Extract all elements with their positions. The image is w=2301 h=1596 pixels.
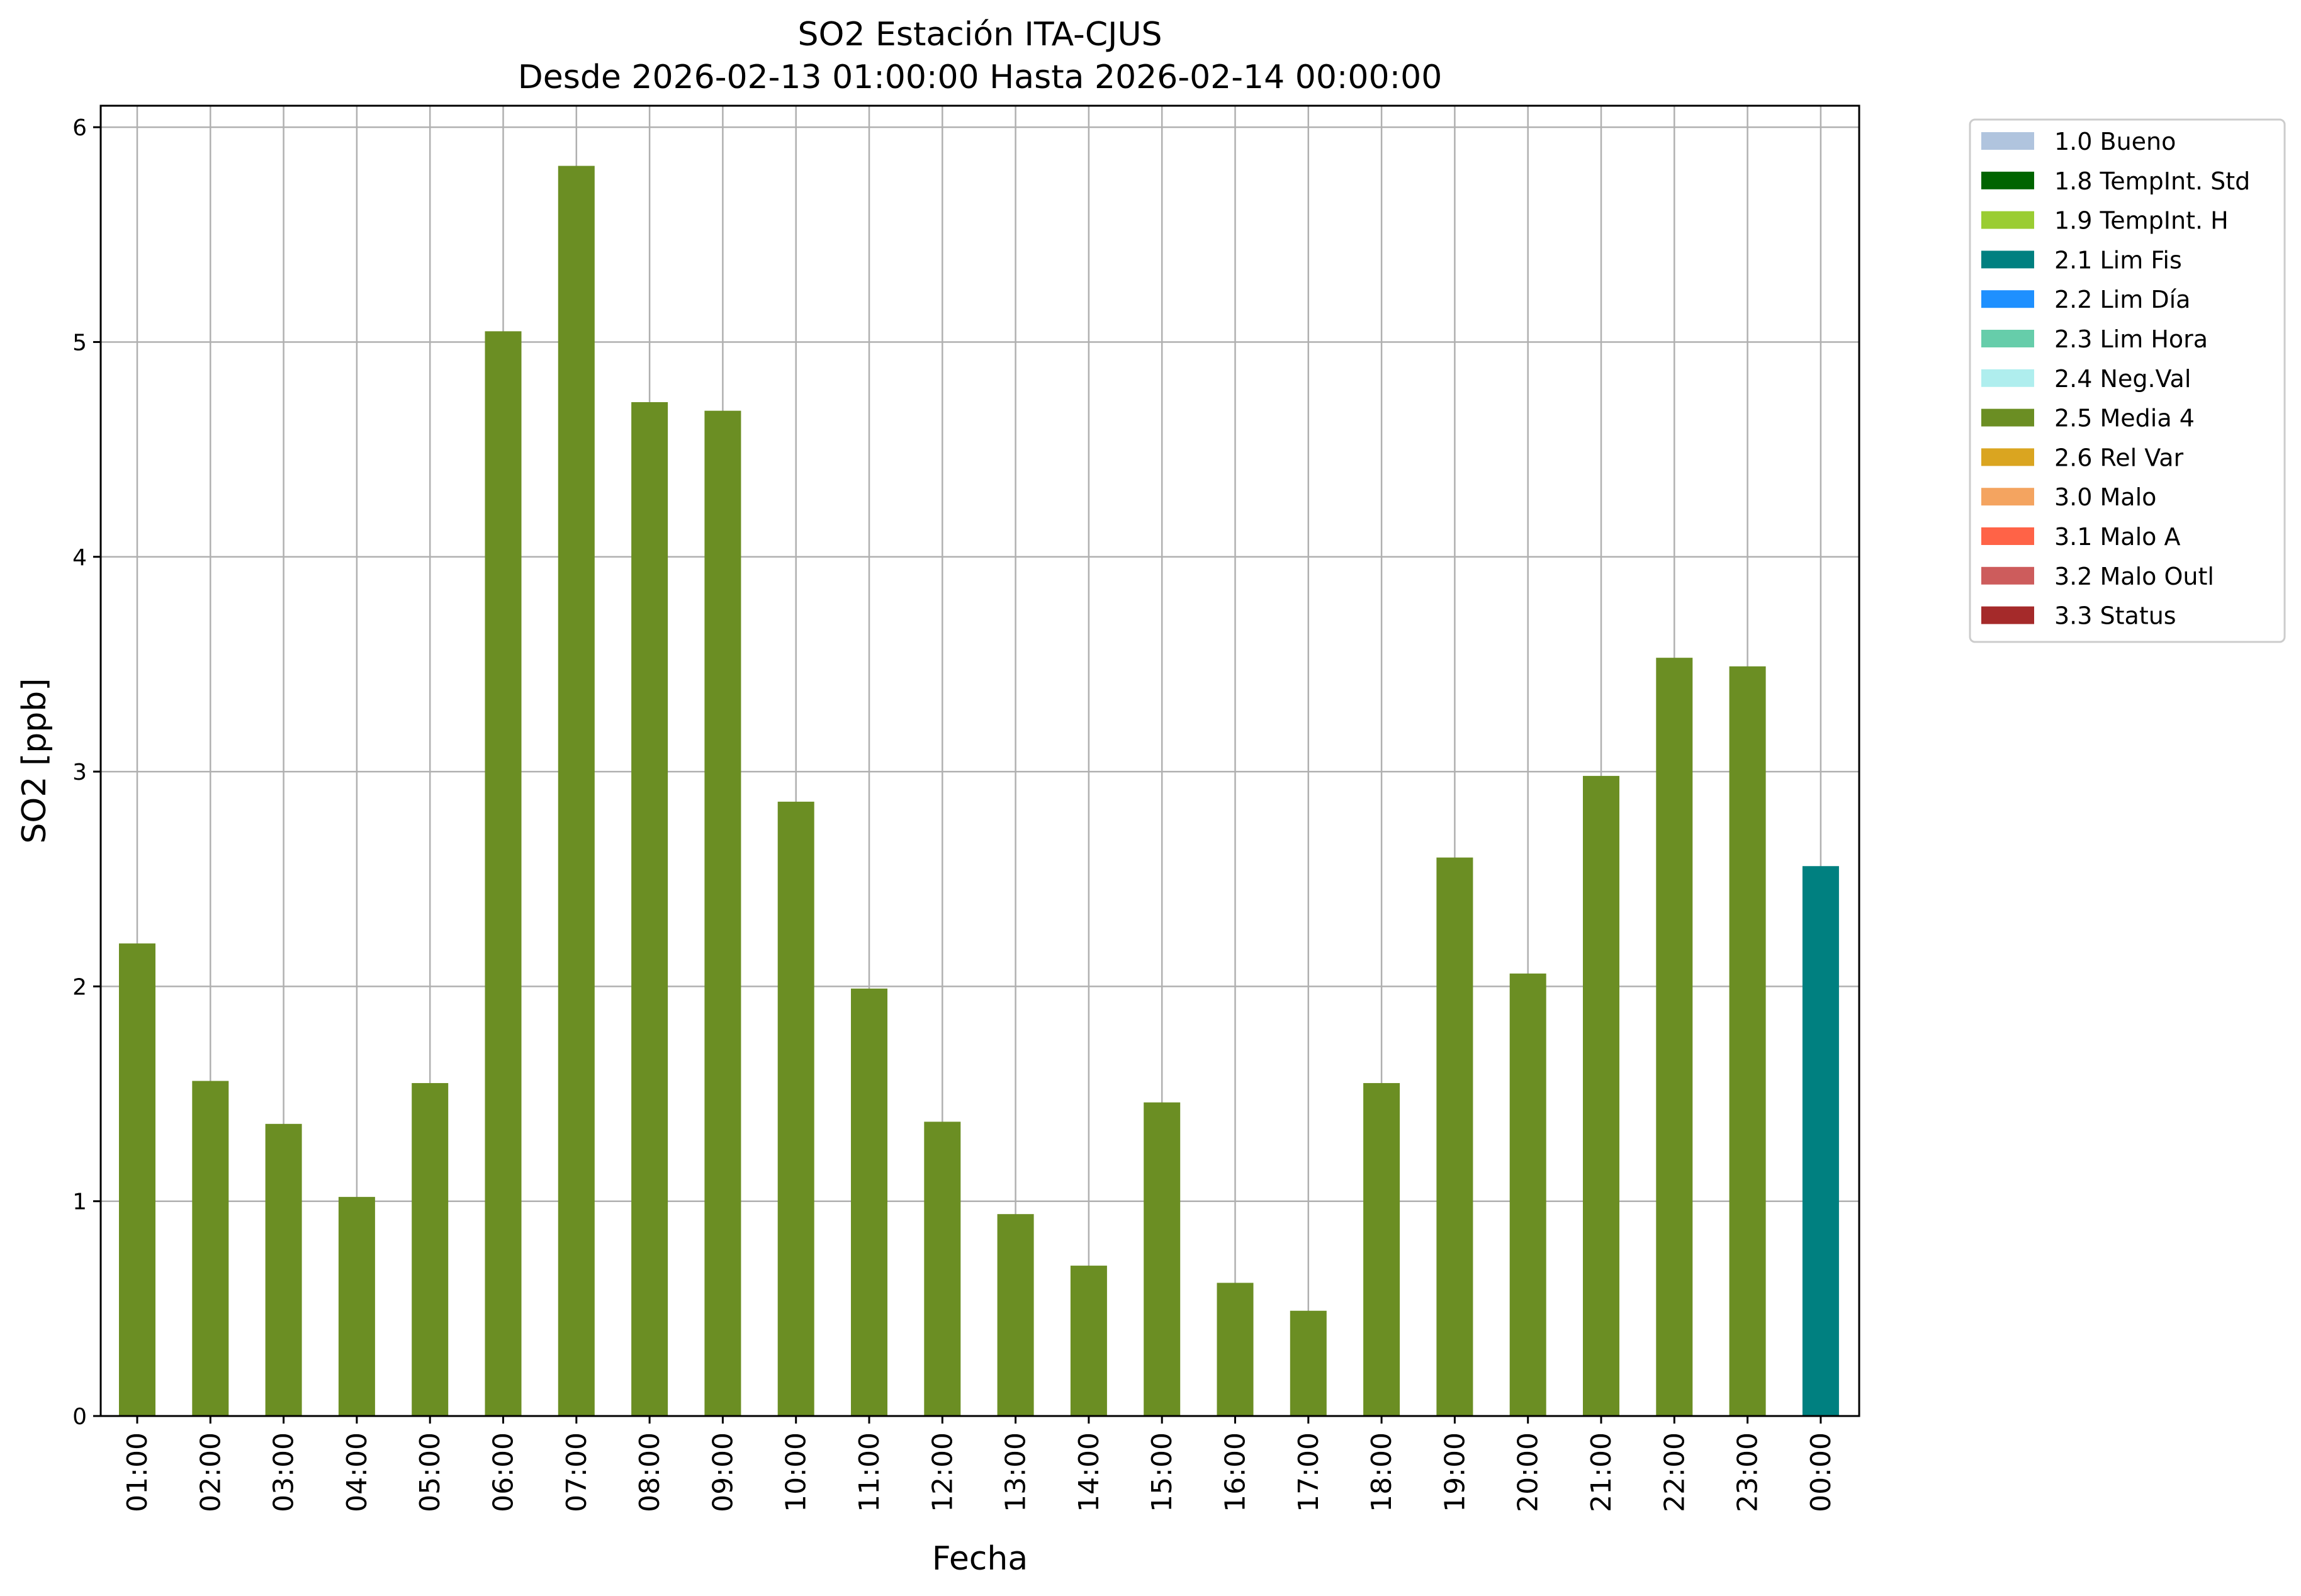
legend-swatch [1981, 369, 2034, 387]
legend-swatch [1981, 488, 2034, 506]
bar-2100 [1583, 775, 1619, 1416]
bar-1200 [924, 1121, 961, 1416]
bar-2200 [1656, 658, 1693, 1416]
bar-1800 [1363, 1082, 1400, 1416]
y-tick-label: 1 [72, 1189, 87, 1215]
legend: 1.0 Bueno 1.8 TempInt. Std 1.9 TempInt. H 2… [1969, 118, 2286, 643]
x-tick-label: 17:00 [1293, 1432, 1325, 1512]
legend-label: 3.2 Malo Outl [2054, 563, 2214, 590]
bar-0000 [1802, 866, 1839, 1416]
x-tick-label: 02:00 [194, 1432, 227, 1512]
bar-2000 [1509, 973, 1546, 1416]
bar-0700 [558, 166, 595, 1417]
legend-swatch [1981, 527, 2034, 545]
legend-swatch [1981, 250, 2034, 269]
bar-1100 [851, 988, 887, 1416]
x-tick-label: 06:00 [488, 1432, 520, 1512]
x-tick-label: 22:00 [1658, 1432, 1691, 1512]
legend-label: 2.2 Lim Día [2054, 286, 2190, 313]
legend-swatch [1981, 211, 2034, 229]
bar-1000 [777, 801, 814, 1416]
x-tick-label: 13:00 [1000, 1432, 1032, 1512]
bar-1400 [1070, 1266, 1107, 1416]
bar-1500 [1144, 1102, 1181, 1416]
legend-swatch [1981, 448, 2034, 466]
x-axis: 01:00 02:00 03:00 04:00 05:00 06:00 07:00 08:00… [121, 1416, 1837, 1512]
legend-box [1969, 118, 2286, 643]
x-tick-label: 07:00 [561, 1432, 593, 1512]
x-tick-label: 08:00 [634, 1432, 666, 1512]
legend-swatch [1981, 171, 2034, 189]
x-tick-label: 00:00 [1805, 1432, 1837, 1512]
chart-title: SO2 Estación ITA-CJUS [797, 16, 1162, 53]
legend-swatch [1981, 566, 2034, 585]
legend-label: 1.9 TempInt. H [2054, 207, 2229, 235]
y-tick-label: 6 [72, 115, 87, 141]
x-tick-label: 23:00 [1732, 1432, 1764, 1512]
x-axis-label: Fecha [932, 1540, 1028, 1578]
y-tick-label: 0 [72, 1404, 87, 1430]
legend-label: 3.0 Malo [2054, 483, 2156, 511]
bar-0100 [119, 943, 155, 1416]
legend-swatch [1981, 606, 2034, 624]
bar-0200 [192, 1081, 229, 1416]
y-axis-label: SO2 [ppb] [16, 678, 53, 843]
bar-1300 [997, 1214, 1034, 1416]
plot-frame [99, 104, 1860, 1417]
bar-0400 [338, 1196, 375, 1416]
x-tick-label: 21:00 [1585, 1432, 1617, 1512]
bar-1600 [1217, 1283, 1254, 1416]
bar-0900 [704, 410, 741, 1416]
legend-label: 1.0 Bueno [2054, 128, 2176, 155]
x-tick-label: 09:00 [707, 1432, 739, 1512]
bar-1900 [1436, 857, 1473, 1416]
x-tick-label: 16:00 [1220, 1432, 1252, 1512]
legend-label: 2.1 Lim Fis [2054, 246, 2182, 274]
y-tick-label: 2 [72, 974, 87, 1000]
bar-0800 [631, 402, 668, 1417]
x-tick-label: 15:00 [1146, 1432, 1178, 1512]
y-tick-label: 4 [72, 545, 87, 571]
x-tick-label: 11:00 [853, 1432, 886, 1512]
bar-0300 [265, 1123, 302, 1416]
x-tick-label: 01:00 [121, 1432, 154, 1512]
bar-0500 [412, 1082, 449, 1416]
legend-label: 2.5 Media 4 [2054, 405, 2195, 432]
x-tick-label: 14:00 [1073, 1432, 1105, 1512]
bars [119, 166, 1839, 1417]
x-tick-label: 12:00 [926, 1432, 959, 1512]
legend-label: 2.4 Neg.Val [2054, 365, 2191, 393]
bar-2300 [1729, 666, 1766, 1416]
legend-label: 3.3 Status [2054, 602, 2176, 630]
x-tick-label: 20:00 [1512, 1432, 1544, 1512]
x-tick-label: 03:00 [268, 1432, 300, 1512]
y-axis: 0 1 2 3 4 5 6 [72, 115, 101, 1430]
x-tick-label: 19:00 [1439, 1432, 1471, 1512]
legend-label: 2.6 Rel Var [2054, 444, 2184, 471]
legend-swatch [1981, 132, 2034, 150]
legend-swatch [1981, 408, 2034, 427]
y-tick-label: 3 [72, 760, 87, 785]
x-tick-label: 04:00 [341, 1432, 373, 1512]
legend-label: 3.1 Malo A [2054, 523, 2180, 551]
x-tick-label: 05:00 [414, 1432, 446, 1512]
legend-label: 1.8 TempInt. Std [2054, 167, 2250, 195]
x-tick-label: 10:00 [780, 1432, 813, 1512]
legend-swatch [1981, 330, 2034, 347]
legend-label: 2.3 Lim Hora [2054, 325, 2208, 353]
legend-swatch [1981, 290, 2034, 308]
bar-0600 [485, 331, 522, 1416]
chart-subtitle: Desde 2026-02-13 01:00:00 Hasta 2026-02-… [518, 59, 1443, 96]
x-tick-label: 18:00 [1366, 1432, 1398, 1512]
y-tick-label: 5 [72, 330, 87, 356]
bar-1700 [1290, 1310, 1327, 1416]
